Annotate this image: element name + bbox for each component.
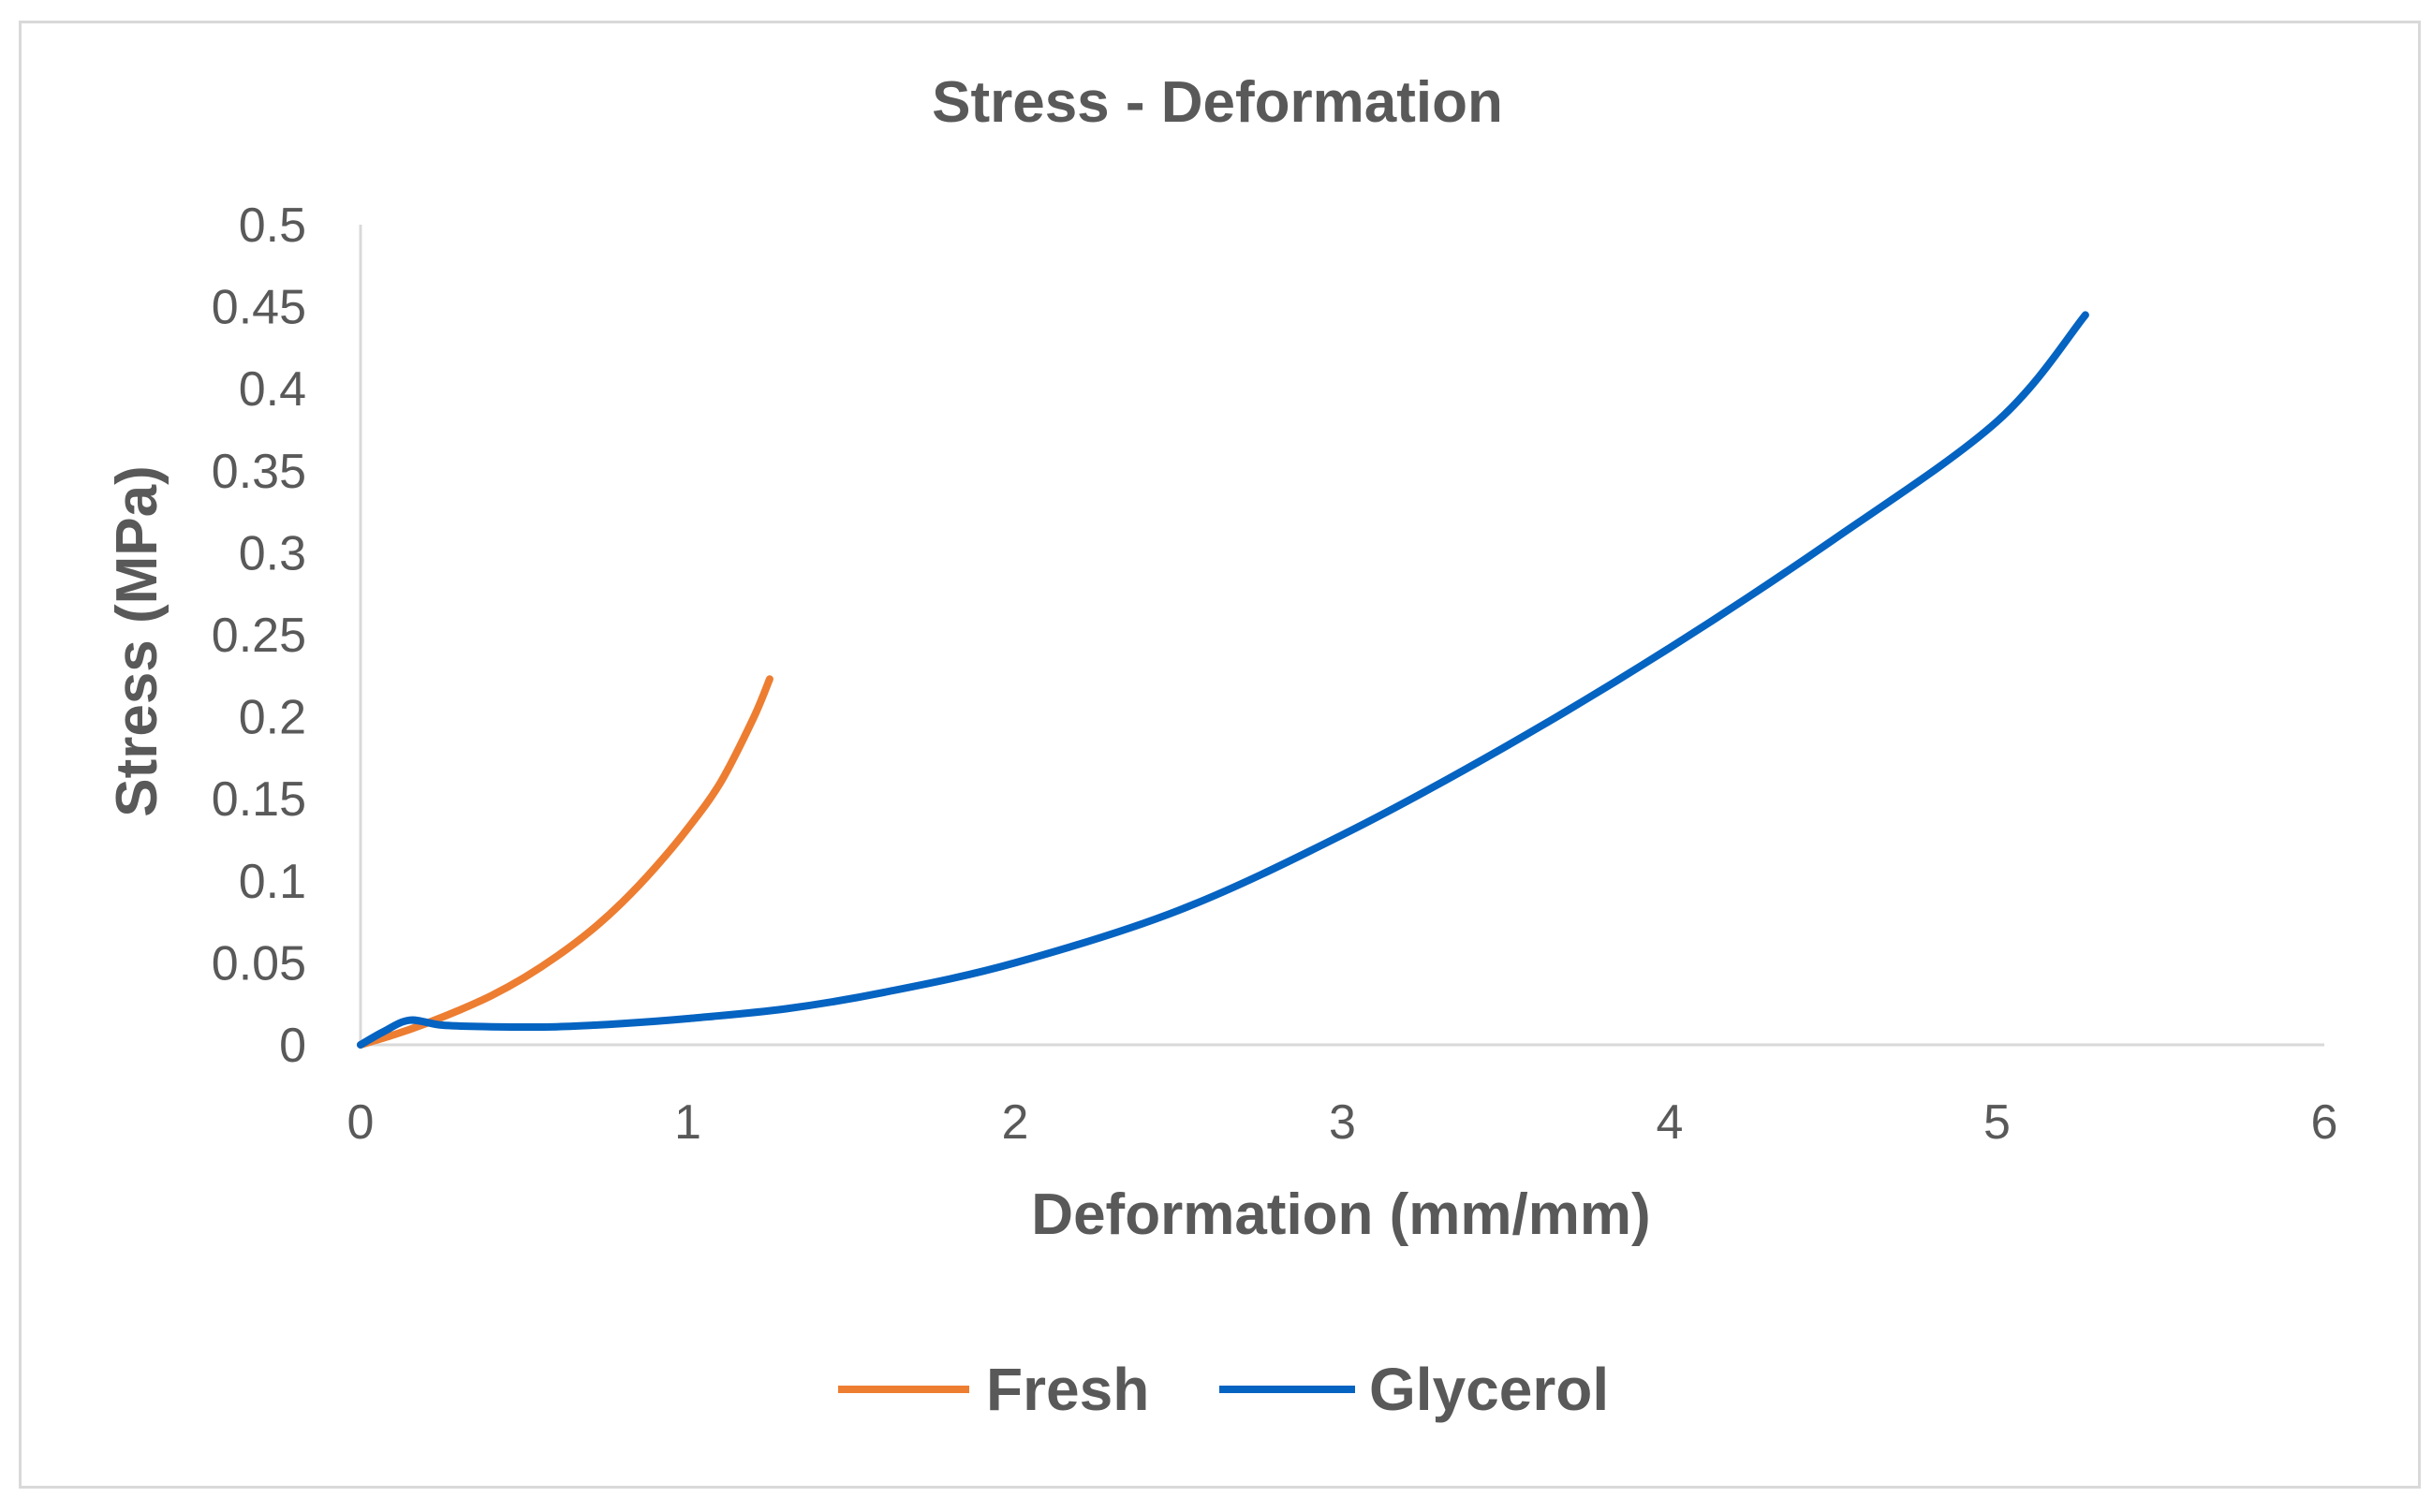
- chart-title: Stress - Deformation: [932, 70, 1503, 135]
- legend-label-glycerol: Glycerol: [1369, 1356, 1609, 1423]
- y-tick-label: 0.2: [239, 691, 306, 745]
- x-axis-title: Deformation (mm/mm): [1031, 1182, 1650, 1247]
- chart-frame: [19, 21, 2421, 1489]
- x-tick-labels: 0 1 2 3 4 5 6: [347, 1095, 2338, 1150]
- y-axis-title: Stress (MPa): [105, 465, 170, 817]
- y-tick-label: 0.15: [212, 772, 306, 827]
- series-lines: [357, 311, 2089, 1049]
- legend-label-fresh: Fresh: [986, 1356, 1149, 1423]
- x-tick-label: 5: [1983, 1095, 2011, 1150]
- y-tick-label: 0.05: [212, 936, 306, 991]
- y-tick-label: 0.45: [212, 281, 306, 335]
- y-tick-label: 0.4: [239, 362, 306, 417]
- y-tick-label: 0.5: [239, 198, 306, 253]
- x-tick-label: 3: [1329, 1095, 1356, 1150]
- x-tick-label: 2: [1002, 1095, 1029, 1150]
- x-tick-label: 6: [2311, 1095, 2338, 1150]
- series-line-glycerol: [357, 311, 2089, 1049]
- y-tick-label: 0.1: [239, 855, 306, 909]
- y-tick-label: 0.35: [212, 445, 306, 499]
- y-tick-label: 0.3: [239, 526, 306, 580]
- x-tick-label: 0: [347, 1095, 375, 1150]
- y-tick-labels: 0 0.05 0.1 0.15 0.2 0.25 0.3 0.35 0.4 0.45 0.5: [212, 198, 306, 1073]
- x-tick-label: 4: [1657, 1095, 1684, 1150]
- series-line-fresh: [357, 675, 774, 1049]
- x-tick-label: 1: [674, 1095, 701, 1150]
- legend: Fresh Glycerol: [838, 1356, 1609, 1423]
- y-tick-label: 0.25: [212, 609, 306, 663]
- y-tick-label: 0: [279, 1019, 306, 1073]
